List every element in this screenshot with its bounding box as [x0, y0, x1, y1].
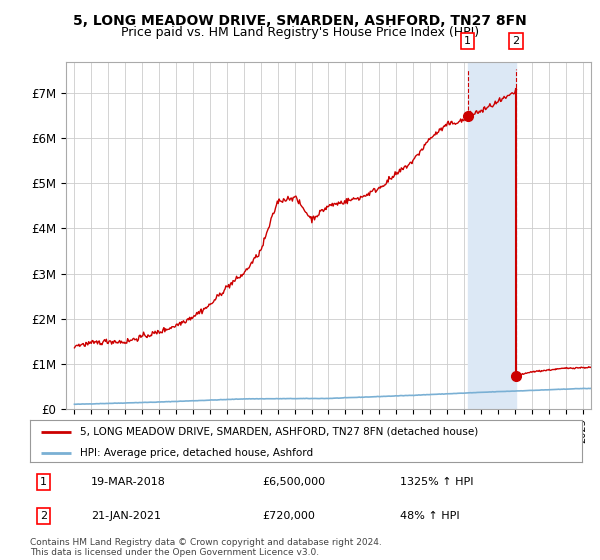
- Text: 5, LONG MEADOW DRIVE, SMARDEN, ASHFORD, TN27 8FN: 5, LONG MEADOW DRIVE, SMARDEN, ASHFORD, …: [73, 14, 527, 28]
- Text: £720,000: £720,000: [262, 511, 315, 521]
- Text: 48% ↑ HPI: 48% ↑ HPI: [400, 511, 460, 521]
- Text: 2: 2: [40, 511, 47, 521]
- Text: Contains HM Land Registry data © Crown copyright and database right 2024.
This d: Contains HM Land Registry data © Crown c…: [30, 538, 382, 557]
- Text: 5, LONG MEADOW DRIVE, SMARDEN, ASHFORD, TN27 8FN (detached house): 5, LONG MEADOW DRIVE, SMARDEN, ASHFORD, …: [80, 427, 478, 437]
- Text: 1: 1: [40, 477, 47, 487]
- Text: 1325% ↑ HPI: 1325% ↑ HPI: [400, 477, 473, 487]
- Bar: [467, 62, 515, 409]
- Text: HPI: Average price, detached house, Ashford: HPI: Average price, detached house, Ashf…: [80, 448, 313, 458]
- Text: £6,500,000: £6,500,000: [262, 477, 325, 487]
- Text: 21-JAN-2021: 21-JAN-2021: [91, 511, 161, 521]
- Text: 19-MAR-2018: 19-MAR-2018: [91, 477, 166, 487]
- Text: 2: 2: [512, 36, 519, 46]
- Text: 1: 1: [464, 36, 471, 46]
- Text: Price paid vs. HM Land Registry's House Price Index (HPI): Price paid vs. HM Land Registry's House …: [121, 26, 479, 39]
